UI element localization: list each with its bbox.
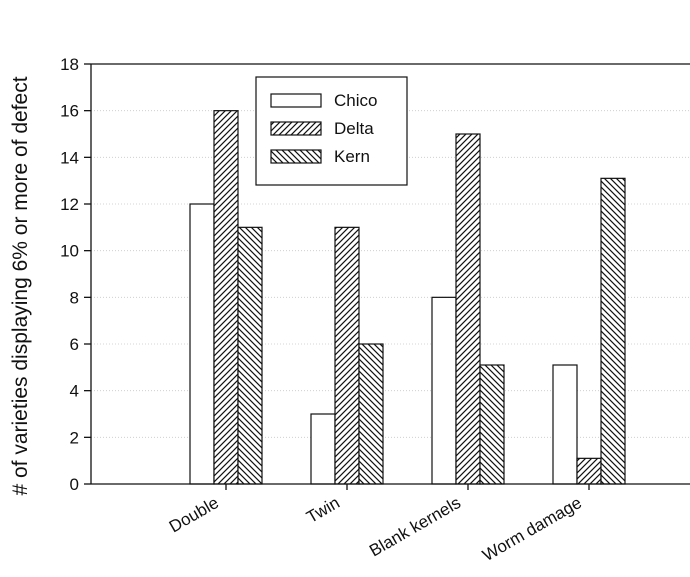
legend-swatch-chico bbox=[270, 93, 322, 108]
x-tick-labels: Double Twin Blank kernels Worm damage bbox=[166, 484, 590, 565]
legend-swatch-delta bbox=[270, 121, 322, 136]
bar-chico-blank-kernels bbox=[431, 296, 457, 485]
bar-delta-double bbox=[213, 110, 239, 485]
y-tick-label: 18 bbox=[60, 55, 79, 74]
y-tick-label: 8 bbox=[70, 288, 79, 307]
legend-label-kern: Kern bbox=[334, 147, 370, 166]
y-axis-label: # of varieties displaying 6% or more of … bbox=[9, 76, 32, 495]
y-tick-label: 12 bbox=[60, 195, 79, 214]
bar-kern-blank-kernels bbox=[479, 364, 505, 485]
bar-delta-worm-damage bbox=[576, 457, 602, 485]
bar-chico-worm-damage bbox=[552, 364, 578, 485]
x-tick-label: Worm damage bbox=[479, 493, 585, 565]
legend-label-chico: Chico bbox=[334, 91, 377, 110]
bar-chico-double bbox=[189, 203, 215, 485]
y-tick-label: 14 bbox=[60, 148, 79, 167]
bars bbox=[189, 110, 626, 485]
y-ticks: 0 2 4 6 8 10 12 14 16 18 bbox=[60, 55, 91, 494]
y-tick-label: 10 bbox=[60, 242, 79, 261]
bar-kern-twin bbox=[358, 343, 384, 485]
legend-swatch-kern bbox=[270, 149, 322, 164]
y-tick-label: 2 bbox=[70, 428, 79, 447]
y-tick-label: 16 bbox=[60, 102, 79, 121]
bar-kern-double bbox=[237, 226, 263, 485]
bar-delta-twin bbox=[334, 226, 360, 485]
x-tick-label: Double bbox=[166, 493, 222, 536]
bar-chico-twin bbox=[310, 413, 336, 485]
y-tick-label: 6 bbox=[70, 335, 79, 354]
bar-delta-blank-kernels bbox=[455, 133, 481, 485]
axes bbox=[90, 63, 690, 485]
legend-label-delta: Delta bbox=[334, 119, 374, 138]
legend: Chico Delta Kern bbox=[255, 76, 408, 186]
x-tick-label: Twin bbox=[303, 493, 343, 527]
y-tick-label: 4 bbox=[70, 382, 79, 401]
bar-kern-worm-damage bbox=[600, 177, 626, 485]
x-tick-label: Blank kernels bbox=[366, 493, 464, 560]
y-tick-label: 0 bbox=[70, 475, 79, 494]
